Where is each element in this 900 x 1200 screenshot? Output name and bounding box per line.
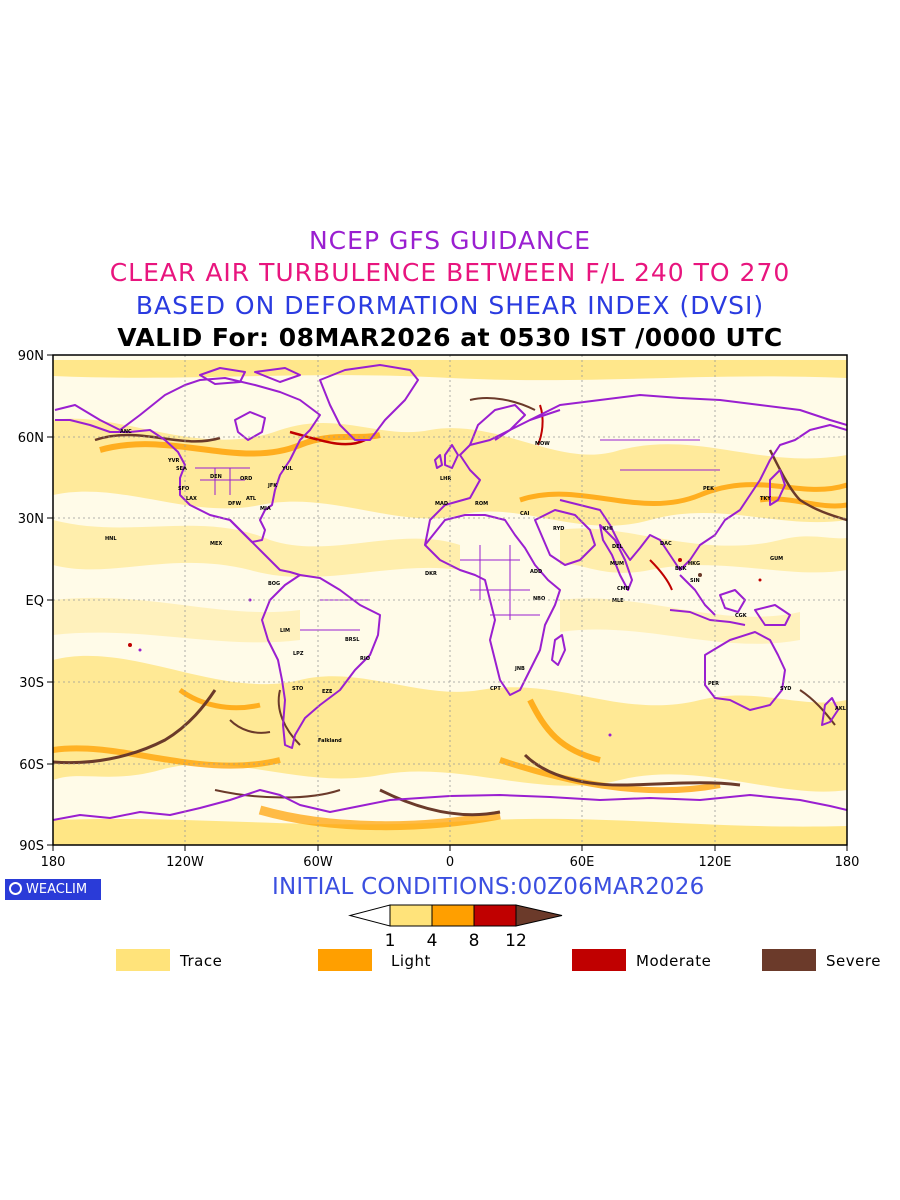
colorbar-swatch-4-8 xyxy=(431,904,475,927)
lat-label-60n: 60N xyxy=(18,431,44,446)
station-label-atl: ATL xyxy=(246,496,257,502)
station-label-cpt: CPT xyxy=(490,686,501,692)
station-label-lpz: LPZ xyxy=(293,651,304,657)
station-label-mex: MEX xyxy=(210,541,222,547)
station-label-tky: TKY xyxy=(760,496,771,502)
colorbar-swatch-8-12 xyxy=(473,904,517,927)
logo-text: WEACLIM xyxy=(26,882,88,897)
station-label-sea: SEA xyxy=(176,466,187,472)
station-label-lax: LAX xyxy=(186,496,197,502)
lon-label-180w: 180 xyxy=(41,855,66,870)
legend-swatch-moderate xyxy=(572,949,626,971)
colorbar-tick-12: 12 xyxy=(505,931,527,948)
station-label-ord: ORD xyxy=(240,476,252,482)
station-label-anc: ANC xyxy=(120,429,132,435)
station-label-del: DEL xyxy=(612,544,624,550)
lon-label-60w: 60W xyxy=(303,855,333,870)
station-label-ryd: RYD xyxy=(553,526,564,532)
lon-label-120e: 120E xyxy=(698,855,731,870)
title-valid-time: VALID For: 08MAR2026 at 0530 IST /0000 U… xyxy=(117,323,783,352)
colorbar: 1 4 8 12 xyxy=(348,904,563,948)
legend-swatch-light xyxy=(318,949,372,971)
station-label-dfw: DFW xyxy=(228,501,242,507)
station-label-sfo: SFO xyxy=(178,486,189,492)
station-label-bog: BOG xyxy=(268,581,280,587)
station-label-lim: LIM xyxy=(280,628,290,634)
station-label-rio: RIO xyxy=(360,656,370,662)
logo-ring-icon xyxy=(9,882,22,895)
lat-label-60s: 60S xyxy=(19,758,44,773)
station-label-cmb: CMB xyxy=(617,586,630,592)
title-method: BASED ON DEFORMATION SHEAR INDEX (DVSI) xyxy=(135,291,765,320)
legend-swatch-trace xyxy=(116,949,170,971)
lat-label-90s: 90S xyxy=(19,839,44,854)
legend-label-moderate: Moderate xyxy=(636,952,712,970)
station-label-mad: MAD xyxy=(435,501,448,507)
legend-label-trace: Trace xyxy=(180,952,223,970)
station-label-bkk: BKK xyxy=(675,566,688,572)
colorbar-swatch-1-4 xyxy=(389,904,433,927)
lat-label-30s: 30S xyxy=(19,676,44,691)
station-label-hkg: HKG xyxy=(688,561,700,567)
colorbar-tick-1: 1 xyxy=(385,931,396,948)
station-label-mle: MLE xyxy=(612,598,624,604)
station-label-khi: KHI xyxy=(603,526,613,532)
title-model: NCEP GFS GUIDANCE xyxy=(308,226,591,255)
station-label-per: PER xyxy=(708,681,719,687)
station-label-nbo: NBO xyxy=(533,596,545,602)
station-label-gum: GUM xyxy=(770,556,783,562)
lon-label-0: 0 xyxy=(446,855,454,870)
lon-label-180e: 180 xyxy=(835,855,860,870)
station-label-dkr: DKR xyxy=(425,571,437,577)
station-label-sin: SIN xyxy=(690,578,700,584)
station-label-cai: CAI xyxy=(520,511,530,517)
colorbar-tick-8: 8 xyxy=(469,931,480,948)
station-label-mia: MIA xyxy=(260,506,271,512)
station-label-akl: AKL xyxy=(835,706,847,712)
lon-label-120w: 120W xyxy=(166,855,204,870)
station-label-dac: DAC xyxy=(660,541,672,547)
station-label-mum: MUM xyxy=(610,561,624,567)
station-label-eze: EZE xyxy=(322,689,333,695)
station-label-jnb: JNB xyxy=(514,666,525,672)
station-label-syd: SYD xyxy=(780,686,791,692)
station-label-hnl: HNL xyxy=(105,536,117,542)
gridlines xyxy=(53,355,847,845)
coastlines xyxy=(53,364,847,821)
lat-label-30n: 30N xyxy=(18,512,44,527)
lon-label-60e: 60E xyxy=(570,855,595,870)
station-label-lhr: LHR xyxy=(440,476,451,482)
lat-label-90n: 90N xyxy=(18,349,44,364)
station-label-falkland: Falkland xyxy=(318,738,342,744)
station-label-sto: STO xyxy=(292,686,303,692)
station-label-den: DEN xyxy=(210,474,222,480)
initial-conditions: INITIAL CONDITIONS:00Z06MAR2026 xyxy=(272,874,705,900)
station-label-brsl: BRSL xyxy=(345,637,360,643)
title-product: CLEAR AIR TURBULENCE BETWEEN F/L 240 TO … xyxy=(109,258,791,287)
colorbar-under-triangle xyxy=(348,904,391,927)
station-label-yvr: YVR xyxy=(167,458,179,464)
station-label-cgk: CGK xyxy=(735,613,748,619)
station-label-rom: ROM xyxy=(475,501,488,507)
station-label-mow: MOW xyxy=(535,441,550,447)
weaclim-logo: WEACLIM xyxy=(5,879,101,900)
legend-swatch-severe xyxy=(762,949,816,971)
station-label-add: ADD xyxy=(530,569,542,575)
legend-label-severe: Severe xyxy=(826,952,881,970)
colorbar-tick-4: 4 xyxy=(427,931,438,948)
station-label-jfk: JFK xyxy=(267,483,278,489)
station-label-yul: YUL xyxy=(281,466,294,472)
lat-label-eq: EQ xyxy=(26,594,44,609)
legend-label-light: Light xyxy=(391,952,431,970)
colorbar-over-triangle xyxy=(515,904,563,927)
station-label-pek: PEK xyxy=(703,486,715,492)
